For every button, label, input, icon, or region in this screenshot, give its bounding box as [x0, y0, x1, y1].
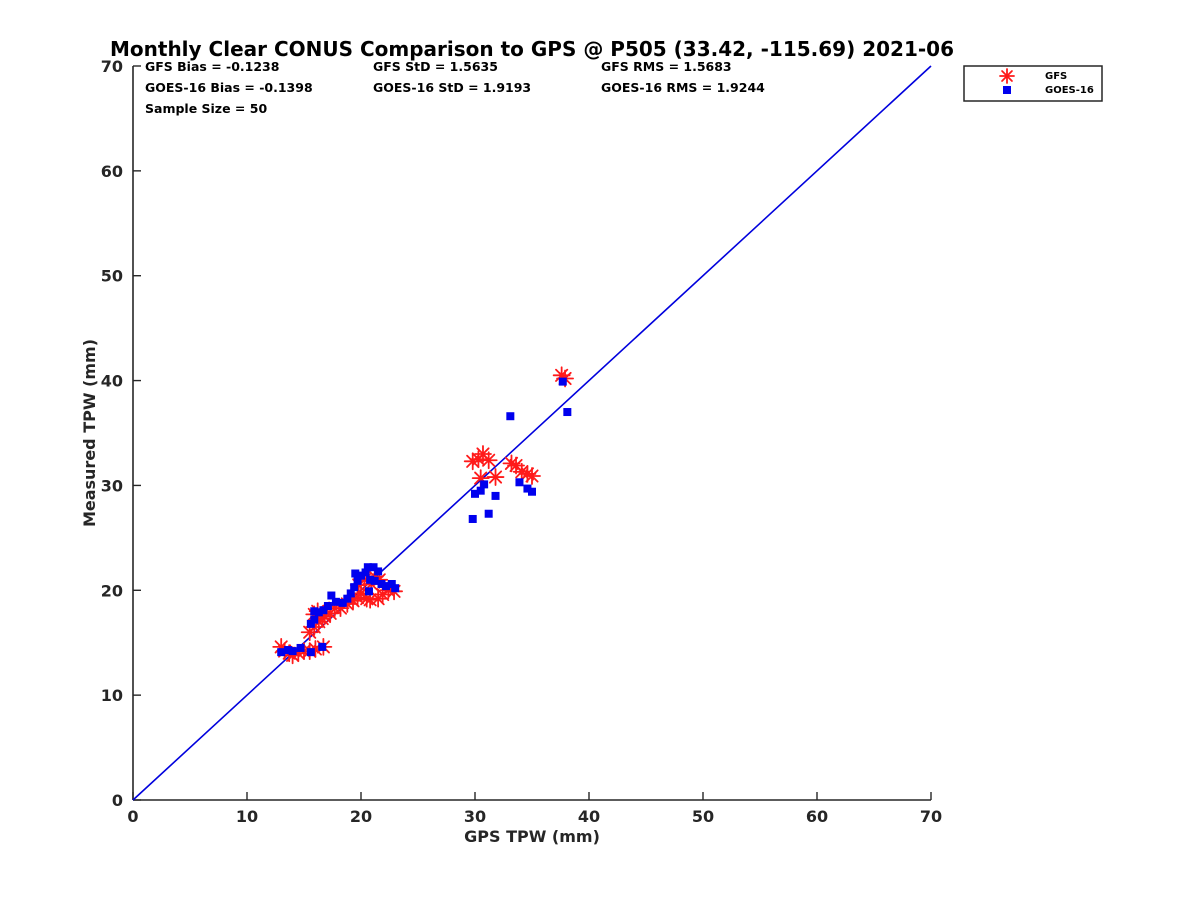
goes16-point-16	[346, 589, 355, 598]
goes16-point-21	[361, 568, 370, 577]
goes16-point-9	[314, 608, 323, 617]
goes16-point-18	[353, 576, 362, 585]
gfs-std-label: GFS StD = 1.5635	[373, 59, 498, 74]
chart-title: Monthly Clear CONUS Comparison to GPS @ …	[110, 37, 954, 61]
goes16-point-15	[343, 594, 352, 603]
gfs-point-39	[486, 468, 505, 486]
legend-goes16-label: GOES-16	[1045, 85, 1094, 96]
goes16-point-34	[476, 486, 485, 495]
goes16-point-17	[350, 583, 359, 592]
y-tick-label-0: 0	[112, 791, 123, 810]
legend-gfs-asterisk	[999, 68, 1015, 84]
goes16-point-10	[319, 606, 328, 615]
goes16-point-37	[491, 491, 500, 500]
sample-size-label: Sample Size = 50	[145, 101, 267, 116]
y-axis-label: Measured TPW (mm)	[80, 339, 99, 527]
goes16-bias-label: GOES-16 Bias = -0.1398	[145, 80, 313, 95]
gfs-point-37	[479, 451, 498, 470]
x-tick-label-7: 70	[920, 807, 942, 826]
legend-goes16-marker	[1003, 86, 1011, 94]
goes16-point-29	[382, 582, 391, 591]
x-tick-label-2: 20	[350, 807, 372, 826]
goes16-rms-label: GOES-16 RMS = 1.9244	[601, 80, 765, 95]
goes16-point-27	[364, 587, 373, 596]
goes16-point-32	[468, 514, 477, 523]
gfs-rms-label: GFS RMS = 1.5683	[601, 59, 732, 74]
goes16-point-35	[480, 480, 489, 489]
y-tick-label-1: 10	[101, 686, 123, 705]
x-axis-label: GPS TPW (mm)	[464, 827, 600, 846]
goes16-point-33	[471, 489, 479, 498]
legend-gfs-marker	[999, 68, 1015, 84]
gfs-point-44	[523, 467, 541, 485]
axis-ticks: 0 10 20 30 40 50 60 70 0 10 20 30 40 50 60 70	[101, 57, 942, 826]
goes16-point-13	[331, 597, 340, 606]
goes16-point-12	[327, 591, 336, 600]
goes16-point-24	[369, 563, 378, 572]
goes16-point-5	[318, 642, 327, 651]
goes16-point-1	[284, 646, 293, 655]
goes16-point-3	[296, 643, 305, 652]
legend: GFS GOES-16	[963, 65, 1103, 102]
y-tick-label-3: 30	[101, 476, 123, 495]
goes16-point-11	[323, 602, 332, 611]
x-tick-label-4: 40	[578, 807, 600, 826]
stats-annotations: GFS Bias = -0.1238 GOES-16 Bias = -0.139…	[145, 59, 765, 116]
one-to-one-reference-line	[132, 65, 932, 801]
goes16-point-38	[506, 412, 515, 421]
y-tick-label-5: 50	[101, 267, 123, 286]
x-tick-label-5: 50	[692, 807, 714, 826]
legend-box	[963, 65, 1103, 102]
goes16-series	[277, 377, 572, 657]
goes16-point-26	[374, 567, 383, 576]
goes16-point-6	[306, 619, 315, 628]
goes16-point-20	[357, 571, 365, 580]
goes16-point-19	[351, 569, 360, 578]
x-tick-label-0: 0	[127, 807, 138, 826]
y-tick-label-7: 70	[101, 57, 123, 76]
goes16-point-2	[288, 647, 297, 656]
goes16-point-36	[484, 509, 493, 518]
goes16-point-42	[558, 377, 567, 386]
goes16-point-31	[391, 584, 400, 593]
goes16-point-39	[515, 478, 524, 487]
goes16-point-30	[387, 579, 396, 588]
goes16-point-40	[523, 484, 532, 493]
y-tick-label-6: 60	[101, 162, 123, 181]
gfs-bias-label: GFS Bias = -0.1238	[145, 59, 279, 74]
x-tick-label-3: 30	[464, 807, 486, 826]
goes16-std-label: GOES-16 StD = 1.9193	[373, 80, 531, 95]
goes16-point-14	[338, 598, 347, 607]
legend-goes16-square	[1003, 86, 1011, 94]
goes16-point-8	[310, 607, 319, 616]
goes16-point-4	[306, 648, 315, 657]
y-tick-label-2: 20	[101, 581, 123, 600]
legend-gfs-label: GFS	[1045, 71, 1067, 82]
goes16-point-43	[563, 408, 572, 417]
goes16-point-28	[377, 579, 386, 588]
goes16-point-0	[277, 648, 286, 657]
x-tick-label-6: 60	[806, 807, 828, 826]
goes16-point-23	[366, 575, 375, 584]
goes16-point-22	[363, 563, 372, 572]
x-tick-label-1: 10	[236, 807, 258, 826]
goes16-point-25	[370, 576, 379, 585]
y-tick-label-4: 40	[101, 372, 123, 391]
goes16-point-41	[528, 487, 536, 496]
plot-area: 0 10 20 30 40 50 60 70 0 10 20 30 40 50 60 70	[101, 57, 942, 826]
goes16-point-7	[310, 615, 319, 624]
